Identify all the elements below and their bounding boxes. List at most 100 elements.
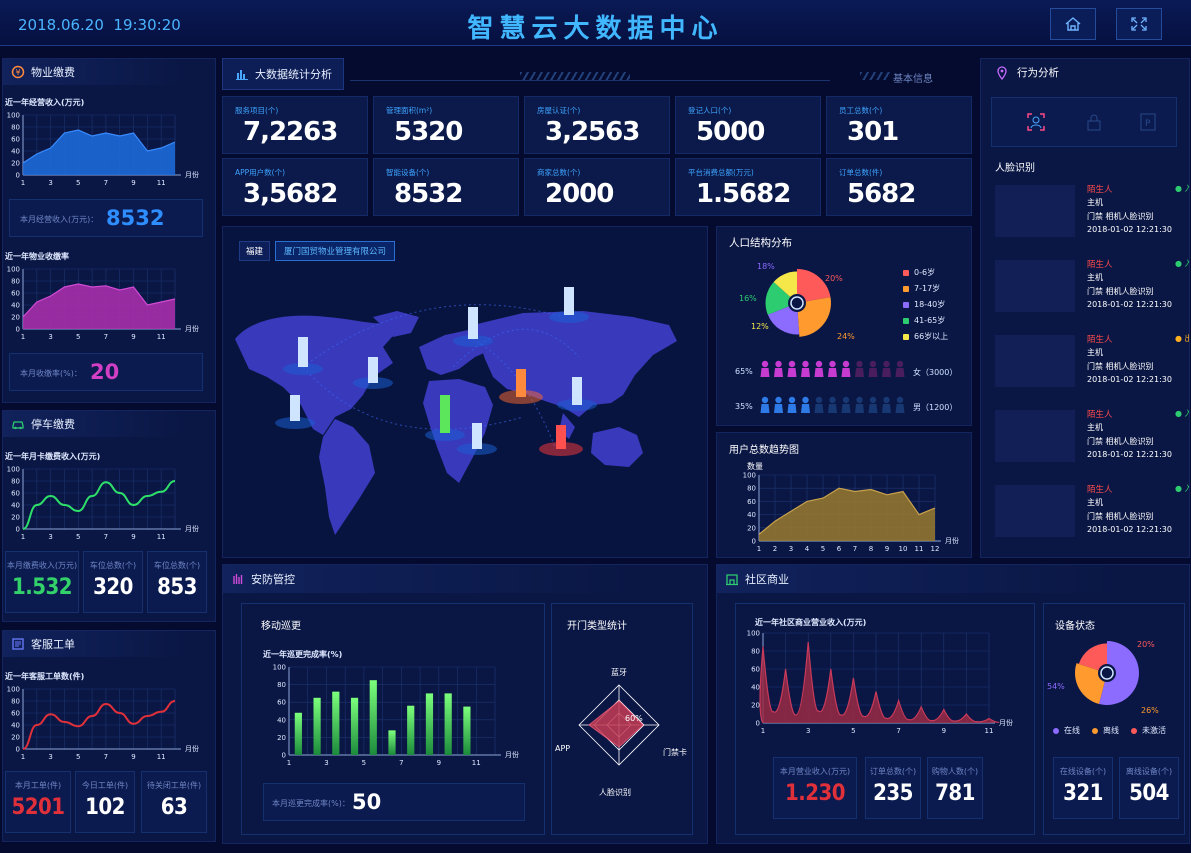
kpi-card: 服务项目(个) 7,2263 xyxy=(222,96,368,154)
pie-label: 20% xyxy=(825,274,843,283)
person-body xyxy=(855,404,864,413)
face-thumbnail xyxy=(995,260,1075,312)
legend-swatch xyxy=(903,333,909,340)
record-time: 2018-01-02 12:21:30 xyxy=(1087,300,1172,309)
series-line xyxy=(22,480,176,530)
radar-label-bluetooth: 蓝牙 xyxy=(611,667,627,677)
legend-item: 离线 xyxy=(1092,725,1119,736)
legend-item: 18-40岁 xyxy=(903,299,948,310)
kpi-label: APP用户数(个) xyxy=(235,168,286,177)
person-head xyxy=(815,360,823,368)
chart-label: 近一年社区商业营业收入(万元) xyxy=(755,618,867,627)
legend-label: 未激活 xyxy=(1142,726,1166,735)
record-name: 陌生人 xyxy=(1087,410,1113,420)
person-head xyxy=(896,360,904,368)
pie-slice xyxy=(1099,641,1139,705)
kpi-label: 管理面积(m²) xyxy=(386,106,433,115)
x-axis-label: 月份 xyxy=(185,324,199,333)
x-tick-label: 11 xyxy=(985,727,994,735)
y-tick-label: 80 xyxy=(751,648,760,656)
svg-text:¥: ¥ xyxy=(15,68,20,77)
person-head xyxy=(775,360,782,368)
pie-ring xyxy=(1100,666,1114,680)
kpi-value: 5682 xyxy=(847,179,916,209)
y-tick-label: 80 xyxy=(277,681,286,689)
legend-swatch xyxy=(903,269,909,276)
company-tag[interactable]: 厦门国贸物业管理有限公司 xyxy=(275,241,396,261)
x-tick-label: 10 xyxy=(899,545,908,553)
kpi-label: 商家总数(个) xyxy=(537,168,581,177)
x-tick-label: 12 xyxy=(931,545,940,553)
person-body xyxy=(787,368,797,377)
pie-slice xyxy=(765,281,797,315)
record-status: ● 入 xyxy=(1175,259,1189,268)
pie-label: 18% xyxy=(757,262,775,271)
fullscreen-button[interactable] xyxy=(1116,8,1162,40)
commerce-box xyxy=(735,603,1035,835)
device-stat-1: 离线设备(个) 504 xyxy=(1119,757,1179,819)
income-area-chart: 0 20 40 60 80 100 1 3 5 7 9 11 月份 xyxy=(7,112,199,188)
pie-ring xyxy=(790,296,804,310)
service-stat-1: 今日工单(件) 102 xyxy=(75,771,135,833)
person-body xyxy=(882,368,891,377)
x-tick-label: 7 xyxy=(853,545,857,553)
x-tick-label: 1 xyxy=(21,533,25,541)
y-tick-label: 60 xyxy=(11,136,20,144)
parking-tab[interactable]: P xyxy=(1138,112,1158,132)
x-tick-label: 6 xyxy=(837,545,842,553)
female-pct: 65% xyxy=(735,367,753,376)
x-tick-label: 7 xyxy=(104,753,108,761)
face-tab[interactable] xyxy=(1026,112,1046,132)
panel-title: 客服工单 xyxy=(31,638,75,651)
door-box xyxy=(551,603,693,835)
kpi-label: 平台消费总额(万元) xyxy=(688,168,754,177)
y-tick-label: 100 xyxy=(743,472,756,480)
x-tick-label: 9 xyxy=(885,545,889,553)
expand-icon xyxy=(1131,17,1147,31)
x-tick-label: 3 xyxy=(806,727,810,735)
kpi-card: APP用户数(个) 3,5682 xyxy=(222,158,368,216)
property-fee-panel: ¥ 物业缴费 近一年经营收入(万元) 0 20 40 60 80 100 1 3 5 7 9 11 月份 … xyxy=(2,58,216,403)
record-time: 2018-01-02 12:21:30 xyxy=(1087,225,1172,234)
y-tick-label: 0 xyxy=(756,720,760,728)
x-tick-label: 3 xyxy=(324,759,328,767)
bigdata-tab[interactable]: 大数据统计分析 xyxy=(222,58,344,90)
y-tick-label: 100 xyxy=(273,664,286,672)
person-body xyxy=(774,404,783,413)
legend-label: 0-6岁 xyxy=(914,268,936,277)
lock-tab[interactable] xyxy=(1084,112,1104,132)
home-button[interactable] xyxy=(1050,8,1096,40)
population-pie-chart: 20% 24% 18% 16% 12% xyxy=(739,262,855,341)
x-tick-label: 11 xyxy=(157,753,166,761)
legend-item: 在线 xyxy=(1053,725,1080,736)
x-tick-label: 7 xyxy=(104,333,108,341)
male-count: 男（1200） xyxy=(913,403,958,412)
person-head xyxy=(856,396,863,404)
y-tick-label: 100 xyxy=(747,630,760,638)
panel-title: 物业缴费 xyxy=(31,66,75,79)
record-time: 2018-01-02 12:21:30 xyxy=(1087,525,1172,534)
region-tag[interactable]: 福建 xyxy=(239,241,271,261)
person-head xyxy=(883,360,890,368)
person-head xyxy=(883,396,890,404)
y-tick-label: 100 xyxy=(7,466,20,474)
record-time: 2018-01-02 12:21:30 xyxy=(1087,450,1172,459)
monthly-income-card: 本月经营收入(万元)： 8532 xyxy=(9,199,203,237)
y-tick-label: 20 xyxy=(11,160,20,168)
radar-value: 60% xyxy=(625,714,643,723)
pie-slice xyxy=(797,297,831,337)
bar xyxy=(444,693,452,755)
record-status: ● 入 xyxy=(1175,484,1189,493)
record-device: 门禁 相机人脸识别 xyxy=(1087,512,1154,521)
basic-info-label[interactable]: 基本信息 xyxy=(893,74,933,85)
x-tick-label: 3 xyxy=(48,179,52,187)
x-tick-label: 3 xyxy=(48,753,52,761)
kpi-value: 8532 xyxy=(394,179,463,209)
person-head xyxy=(761,396,769,404)
kpi-card: 商家总数(个) 2000 xyxy=(524,158,670,216)
